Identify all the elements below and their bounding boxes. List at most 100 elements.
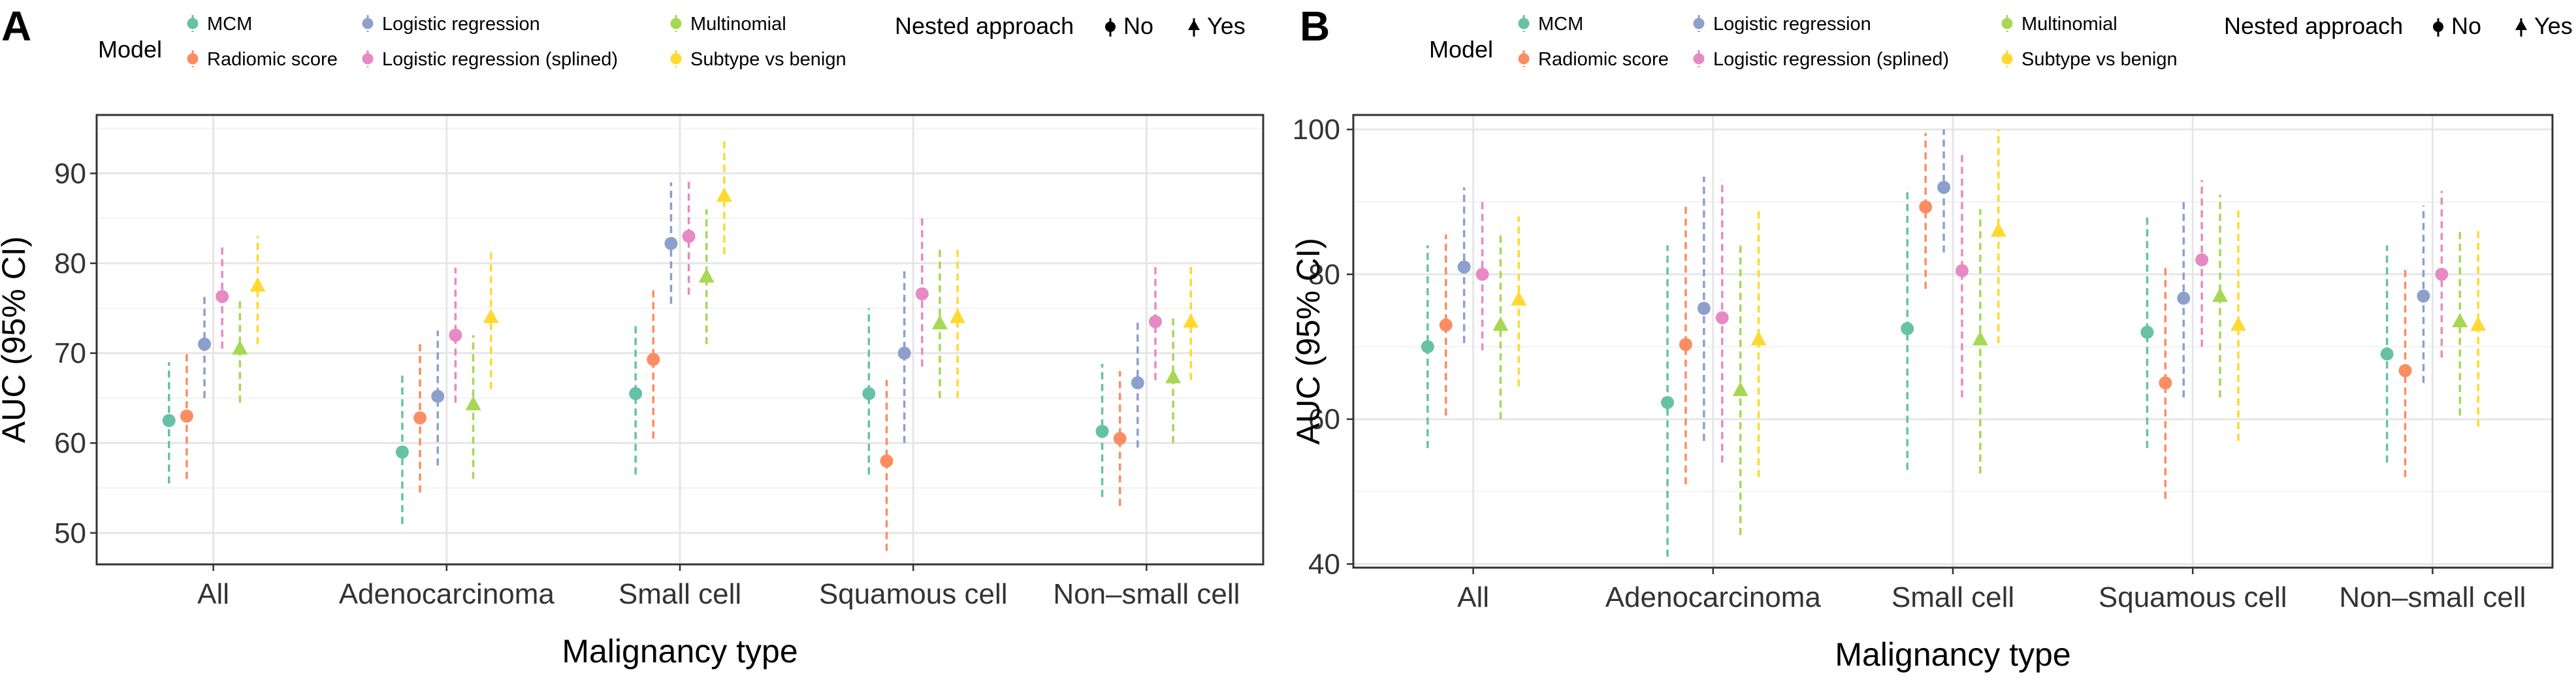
series-mcm: [1421, 187, 2394, 557]
legend-label-logistic-regression-splined: Logistic regression (splined): [1713, 49, 1949, 70]
x-tick-label-squamous-cell: Squamous cell: [2099, 581, 2287, 613]
point-mcm: [862, 387, 876, 400]
panel-label-a: A: [1, 3, 31, 50]
series-logistic-regression: [198, 182, 1144, 466]
point-radiomic-score: [2159, 376, 2172, 390]
y-tick-label: 40: [1308, 548, 1340, 580]
point-multinomial: [232, 340, 248, 355]
point-subtype-vs-benign: [2470, 316, 2487, 331]
point-logistic-regression: [198, 337, 212, 351]
legend-label-subtype-vs-benign: Subtype vs benign: [2021, 49, 2178, 70]
point-radiomic-score: [1679, 338, 1692, 351]
point-mcm: [2380, 347, 2394, 361]
point-logistic-regression: [1697, 302, 1711, 316]
point-subtype-vs-benign: [1511, 291, 1527, 306]
legend-nested-yes-glyph: [2515, 18, 2527, 37]
legend-nested-no-label: No: [2451, 12, 2481, 39]
point-multinomial: [2212, 287, 2229, 302]
point-subtype-vs-benign: [2230, 316, 2246, 331]
point-mcm: [1095, 425, 1109, 438]
point-subtype-vs-benign: [1990, 222, 2006, 237]
point-multinomial: [1165, 368, 1182, 383]
legend-label-mcm: MCM: [207, 14, 252, 35]
legend-model-title: Model: [1429, 36, 1493, 63]
series-logistic-regression-splined: [216, 178, 1162, 403]
point-radiomic-score: [1113, 432, 1127, 445]
y-axis-title: AUC (95% CI): [0, 236, 32, 444]
series-logistic-regression-splined: [1475, 151, 2449, 463]
legend-key-logistic-regression-splined: Logistic regression (splined): [362, 49, 618, 70]
legend-key-logistic-regression: Logistic regression: [362, 14, 540, 35]
point-logistic-regression-splined: [1955, 264, 1969, 278]
chart-panel-b: 40 60 80 100 All Adenocarcinoma Small cell Squa…: [1290, 114, 2554, 673]
series-multinomial: [232, 209, 1182, 479]
legend-key-mcm: MCM: [1518, 14, 1583, 35]
legend-label-subtype-vs-benign: Subtype vs benign: [690, 49, 846, 70]
x-tick-label-adenocarcinoma: Adenocarcinoma: [1605, 581, 1822, 613]
legend-nested-yes-label: Yes: [1207, 12, 1246, 39]
legend-label-logistic-regression: Logistic regression: [1713, 14, 1871, 35]
point-subtype-vs-benign: [250, 277, 266, 292]
x-tick-label-small-cell: Small cell: [619, 578, 741, 610]
point-logistic-regression: [1937, 180, 1951, 194]
point-mcm: [1901, 322, 1914, 336]
point-multinomial: [1492, 316, 1509, 331]
y-axis-title: AUC (95% CI): [1290, 238, 1327, 445]
point-logistic-regression-splined: [682, 229, 696, 243]
point-subtype-vs-benign: [950, 308, 966, 323]
x-tick-label-all: All: [1457, 581, 1489, 613]
point-subtype-vs-benign: [483, 308, 499, 323]
legend-nested-no-label: No: [1123, 12, 1153, 39]
legend-key-subtype-vs-benign: Subtype vs benign: [670, 49, 846, 70]
series-mcm: [162, 308, 1109, 525]
legend-nested-title: Nested approach: [2224, 12, 2403, 39]
y-tick-label: 50: [54, 517, 86, 549]
legend-label-radiomic-score: Radiomic score: [207, 49, 338, 70]
y-tick-label: 60: [54, 427, 86, 459]
legend-key-radiomic-score: Radiomic score: [187, 49, 338, 70]
point-mcm: [2140, 325, 2154, 339]
x-tick-label-all: All: [197, 578, 229, 610]
x-axis-title: Malignancy type: [562, 633, 797, 670]
point-mcm: [1421, 340, 1434, 353]
point-logistic-regression-splined: [915, 287, 929, 300]
x-tick-label-squamous-cell: Squamous cell: [819, 578, 1008, 610]
point-logistic-regression: [664, 236, 678, 250]
legend-key-multinomial: Multinomial: [670, 14, 786, 35]
point-logistic-regression: [2177, 291, 2191, 305]
point-logistic-regression: [897, 346, 911, 360]
point-mcm: [395, 445, 409, 459]
x-tick-label-adenocarcinoma: Adenocarcinoma: [339, 578, 555, 610]
plot-border: [1352, 114, 2554, 569]
point-logistic-regression-splined: [2435, 267, 2449, 281]
point-logistic-regression: [2417, 289, 2430, 303]
x-tick-label-non-small-cell: Non–small cell: [2339, 581, 2526, 613]
point-subtype-vs-benign: [1750, 331, 1767, 346]
legend-key-multinomial: Multinomial: [2001, 14, 2117, 35]
y-tick-label: 80: [1308, 259, 1340, 291]
point-multinomial: [465, 396, 481, 411]
point-multinomial: [931, 315, 948, 330]
point-logistic-regression-splined: [449, 329, 462, 342]
point-mcm: [162, 413, 176, 427]
series-multinomial: [1492, 194, 2468, 536]
legend-nested-title: Nested approach: [895, 12, 1074, 39]
legend-label-logistic-regression: Logistic regression: [382, 14, 540, 35]
point-subtype-vs-benign: [1183, 313, 1199, 328]
point-subtype-vs-benign: [716, 187, 732, 202]
y-tick-label: 70: [54, 338, 86, 370]
legend-label-multinomial: Multinomial: [690, 14, 786, 35]
panel-label-b: B: [1300, 3, 1330, 50]
y-tick-label: 90: [54, 157, 86, 189]
series-subtype-vs-benign: [1511, 129, 2487, 478]
legend-key-logistic-regression: Logistic regression: [1693, 14, 1871, 35]
point-logistic-regression-splined: [1148, 315, 1162, 329]
point-multinomial: [1972, 331, 1988, 346]
chart-panel-a: 50 60 70 80 90 All Adenocarcinoma Small cell Squ…: [0, 114, 1264, 670]
series-subtype-vs-benign: [250, 137, 1199, 398]
legend-model-title: Model: [98, 36, 162, 63]
point-logistic-regression: [1457, 260, 1471, 274]
legend-nested-yes-label: Yes: [2534, 12, 2573, 39]
legend-panel-b: Model Nested approach No Yes MCM Radiomic…: [1429, 12, 2573, 70]
series-radiomic-score: [1439, 133, 2412, 499]
